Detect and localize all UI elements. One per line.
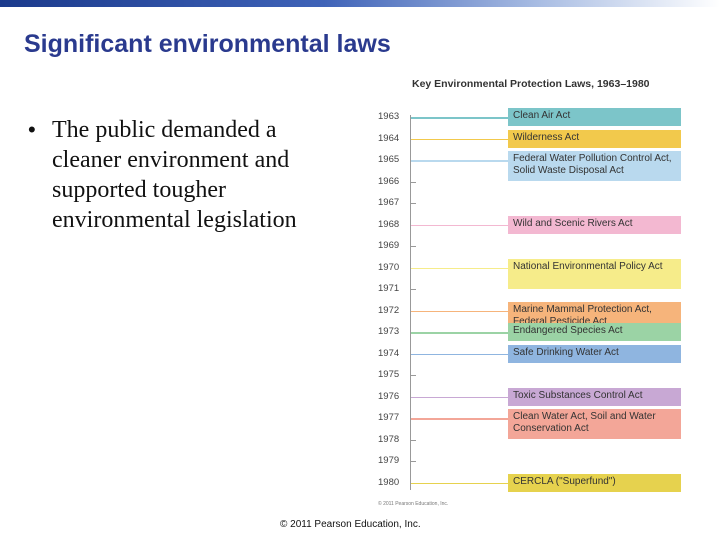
law-connector-line (411, 117, 508, 119)
year-label: 1973 (378, 326, 400, 337)
law-connector-line (411, 138, 508, 140)
year-label: 1965 (378, 154, 400, 165)
slide-title: Significant environmental laws (24, 30, 391, 58)
law-label: Safe Drinking Water Act (508, 344, 681, 363)
law-connector-line (411, 224, 508, 226)
year-label: 1966 (378, 175, 400, 187)
law-label: Wild and Scenic Rivers Act (508, 215, 681, 234)
law-label: Clean Water Act, Soil and Water Conserva… (508, 409, 681, 439)
year-label: 1977 (378, 412, 400, 423)
year-tick (410, 461, 416, 462)
year-label: 1970 (378, 261, 400, 273)
law-connector-line (411, 353, 508, 355)
law-connector-line (411, 396, 508, 398)
year-label: 1967 (378, 197, 400, 208)
year-label: 1976 (378, 390, 400, 402)
year-label: 1980 (378, 476, 400, 488)
law-label: Federal Water Pollution Control Act, Sol… (508, 151, 681, 181)
year-tick (410, 246, 416, 247)
figure-credit: © 2011 Pearson Education, Inc. (378, 501, 449, 507)
year-tick (410, 375, 416, 376)
law-connector-line (411, 482, 508, 484)
law-label: CERCLA ("Superfund") (508, 473, 681, 492)
year-label: 1978 (378, 433, 400, 445)
law-connector-line (411, 267, 508, 269)
law-connector-line (411, 160, 508, 162)
bullet-item: • The public demanded a cleaner environm… (28, 115, 338, 235)
timeline-figure: Key Environmental Protection Laws, 1963–… (360, 70, 690, 515)
law-connector-line (411, 418, 508, 420)
year-label: 1964 (378, 132, 400, 144)
law-label: National Environmental Policy Act (508, 258, 681, 289)
year-label: 1963 (378, 111, 400, 122)
bullet-text: The public demanded a cleaner environmen… (52, 117, 297, 233)
law-label: Toxic Substances Control Act (508, 387, 681, 406)
year-label: 1968 (378, 218, 400, 230)
year-tick (410, 181, 416, 183)
year-tick (410, 289, 416, 290)
top-accent-bar (0, 0, 720, 7)
year-tick (410, 439, 416, 441)
year-label: 1971 (378, 283, 400, 294)
timeline-axis (410, 115, 411, 490)
year-label: 1975 (378, 369, 400, 380)
figure-title: Key Environmental Protection Laws, 1963–… (412, 78, 650, 90)
year-label: 1974 (378, 347, 400, 359)
copyright-footer: © 2011 Pearson Education, Inc. (280, 519, 421, 530)
law-connector-line (411, 332, 508, 334)
law-label: Endangered Species Act (508, 323, 681, 341)
bullet-icon: • (28, 117, 36, 142)
law-connector-line (411, 310, 508, 312)
year-tick (410, 203, 416, 204)
law-label: Wilderness Act (508, 129, 681, 148)
year-label: 1972 (378, 304, 400, 316)
year-label: 1969 (378, 240, 400, 251)
year-label: 1979 (378, 455, 400, 466)
law-label: Clean Air Act (508, 108, 681, 126)
